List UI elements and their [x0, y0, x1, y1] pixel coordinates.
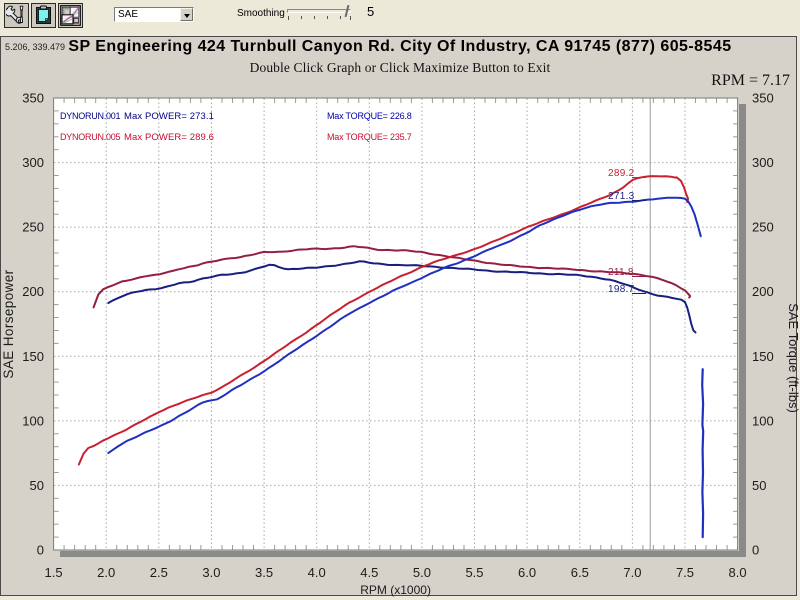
- svg-text:7.5: 7.5: [676, 565, 694, 580]
- svg-text:100: 100: [22, 413, 44, 428]
- svg-text:3.0: 3.0: [202, 565, 220, 580]
- svg-text:2.5: 2.5: [150, 565, 168, 580]
- svg-text:300: 300: [752, 155, 774, 170]
- svg-text:6.0: 6.0: [518, 565, 536, 580]
- svg-text:Max POWER= 289.6: Max POWER= 289.6: [124, 132, 214, 143]
- svg-text:300: 300: [22, 155, 44, 170]
- svg-text:RPM (x1000): RPM (x1000): [360, 583, 431, 597]
- svg-text:4.5: 4.5: [360, 565, 378, 580]
- svg-text:6.5: 6.5: [571, 565, 589, 580]
- svg-text:350: 350: [22, 91, 44, 106]
- svg-text:DYNORUN.005: DYNORUN.005: [60, 132, 121, 142]
- svg-text:350: 350: [752, 91, 774, 106]
- svg-text:150: 150: [752, 349, 774, 364]
- svg-text:50: 50: [752, 478, 766, 493]
- svg-text:5.5: 5.5: [465, 565, 483, 580]
- svg-text:250: 250: [752, 220, 774, 235]
- svg-text:289.2: 289.2: [608, 168, 635, 179]
- svg-text:Max TORQUE= 235.7: Max TORQUE= 235.7: [327, 132, 412, 142]
- svg-text:Max POWER= 273.1: Max POWER= 273.1: [124, 111, 214, 122]
- svg-text:SAE Horsepower: SAE Horsepower: [1, 269, 16, 378]
- svg-text:8.0: 8.0: [729, 565, 747, 580]
- svg-text:7.0: 7.0: [623, 565, 641, 580]
- svg-text:200: 200: [22, 284, 44, 299]
- svg-text:0: 0: [37, 543, 44, 558]
- svg-text:5.0: 5.0: [413, 565, 431, 580]
- svg-text:100: 100: [752, 413, 774, 428]
- svg-text:50: 50: [30, 478, 44, 493]
- svg-text:0: 0: [752, 543, 759, 558]
- svg-text:200: 200: [752, 284, 774, 299]
- svg-text:Max TORQUE= 226.8: Max TORQUE= 226.8: [327, 111, 412, 121]
- svg-text:DYNORUN.001: DYNORUN.001: [60, 111, 121, 121]
- svg-text:198.7: 198.7: [608, 284, 635, 295]
- svg-text:SAE Torque (ft-lbs): SAE Torque (ft-lbs): [786, 303, 800, 413]
- svg-text:2.0: 2.0: [97, 565, 115, 580]
- svg-text:1.5: 1.5: [45, 565, 63, 580]
- svg-text:271.3: 271.3: [608, 191, 635, 202]
- svg-text:211.8: 211.8: [608, 267, 634, 278]
- svg-text:4.0: 4.0: [308, 565, 326, 580]
- svg-text:150: 150: [22, 349, 44, 364]
- svg-text:250: 250: [22, 220, 44, 235]
- svg-text:3.5: 3.5: [255, 565, 273, 580]
